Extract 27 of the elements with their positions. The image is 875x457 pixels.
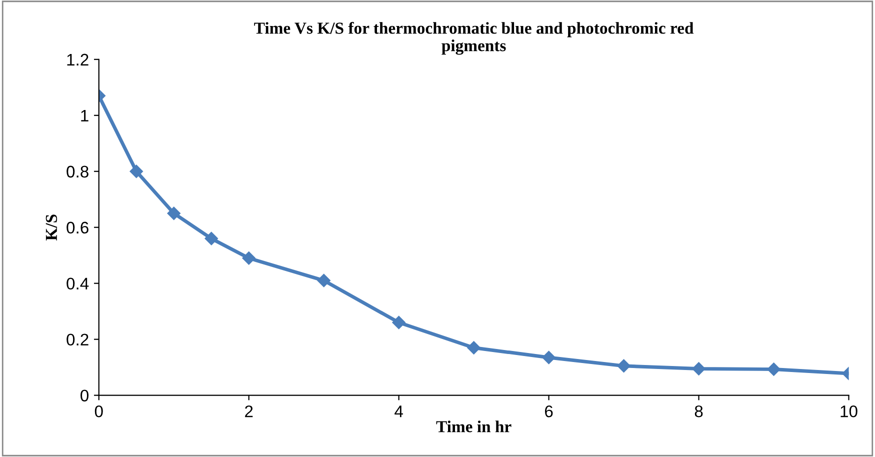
point (692, 362, 706, 376)
y-tick-label: 0.8 (66, 166, 88, 178)
y-tick-label: 0 (80, 390, 88, 402)
chart-title: Time Vs K/S for thermochromatic blue and photochromic red pigments (254, 22, 694, 55)
x-tick-label: 6 (545, 405, 553, 418)
point (317, 274, 330, 288)
point (130, 164, 143, 178)
point (617, 359, 630, 372)
x-tick-label: 8 (694, 405, 703, 418)
x-axis-title: Time in hr (436, 420, 512, 432)
point (767, 362, 780, 376)
point (467, 341, 480, 354)
x-tick-label: 4 (394, 406, 403, 418)
x-tick-label: 10 (840, 405, 858, 418)
point (204, 232, 218, 246)
y-tick-label: 0.6 (66, 222, 88, 234)
y-tick-label: 0.4 (66, 278, 89, 290)
x-tick-label: 0 (94, 405, 103, 418)
point (542, 350, 556, 364)
point (242, 252, 256, 265)
point (167, 206, 180, 220)
y-tick-label: 0.2 (66, 334, 88, 346)
x-tick-label: 2 (245, 405, 253, 418)
y-tick-label: 1.2 (67, 54, 88, 66)
y-tick-label: 1 (81, 110, 88, 122)
y-axis-title: K/S (46, 214, 58, 241)
point (392, 316, 406, 330)
